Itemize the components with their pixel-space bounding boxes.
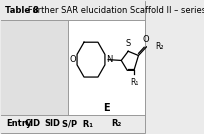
Text: S: S: [126, 39, 131, 48]
Text: CID: CID: [25, 119, 41, 128]
Text: R₂: R₂: [155, 42, 164, 51]
FancyBboxPatch shape: [1, 1, 145, 133]
Text: Table 8: Table 8: [5, 6, 39, 15]
Text: O: O: [69, 55, 76, 64]
Text: Further SAR elucidation Scaffold II – series E: Further SAR elucidation Scaffold II – se…: [20, 6, 204, 15]
Text: SID: SID: [44, 119, 60, 128]
Text: E: E: [103, 103, 110, 113]
Text: R₂: R₂: [112, 119, 122, 128]
FancyBboxPatch shape: [1, 1, 145, 20]
Text: R₁: R₁: [130, 78, 138, 87]
Text: Entry: Entry: [6, 119, 31, 128]
FancyBboxPatch shape: [1, 20, 68, 115]
Text: N: N: [106, 55, 112, 64]
Text: S/P  R₁: S/P R₁: [62, 119, 93, 128]
FancyBboxPatch shape: [1, 115, 145, 133]
Text: O: O: [142, 35, 149, 44]
